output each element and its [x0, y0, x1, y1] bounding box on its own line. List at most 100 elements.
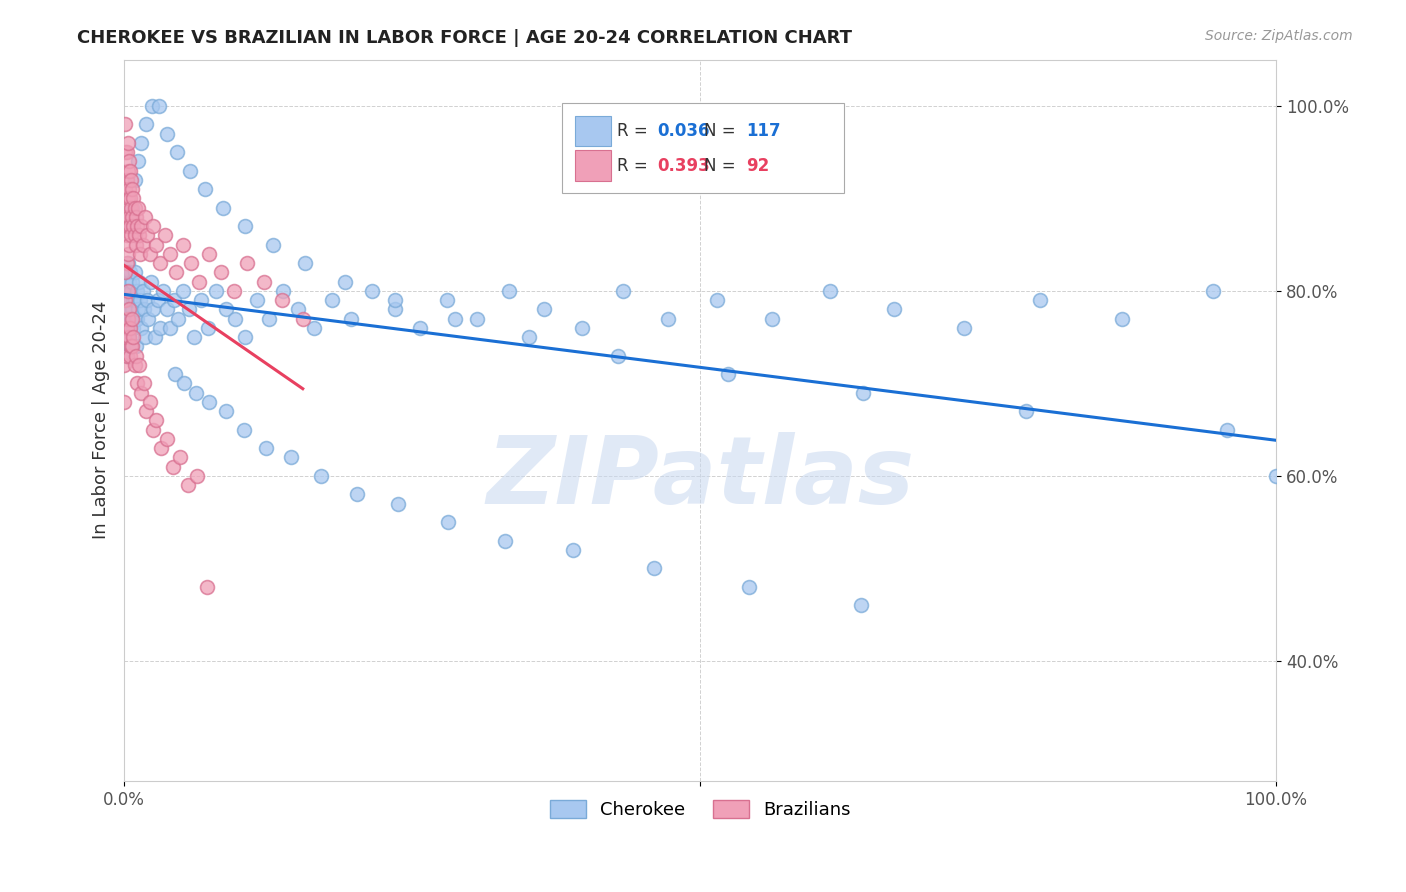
Point: [387, 497, 409, 511]
Point: [156, 302, 179, 317]
Point: [125, 219, 148, 233]
Point: [953, 321, 976, 335]
Point: [115, 256, 138, 270]
Point: [195, 580, 218, 594]
Point: [117, 191, 139, 205]
Point: [156, 127, 179, 141]
Point: [124, 228, 146, 243]
Point: [118, 219, 141, 233]
Point: [173, 376, 195, 391]
Point: [138, 311, 160, 326]
Point: [114, 284, 136, 298]
Point: [1265, 468, 1288, 483]
Point: [188, 275, 211, 289]
Point: [120, 201, 142, 215]
Point: [117, 284, 139, 298]
Text: R =: R =: [617, 157, 654, 175]
Point: [360, 284, 382, 298]
Point: [117, 284, 139, 298]
Point: [294, 256, 316, 270]
Point: [118, 293, 141, 307]
Point: [657, 311, 679, 326]
Point: [120, 284, 142, 298]
Point: [117, 330, 139, 344]
Point: [118, 330, 141, 344]
Point: [128, 358, 150, 372]
Point: [138, 394, 160, 409]
Point: [1111, 311, 1133, 326]
Point: [498, 284, 520, 298]
Point: [143, 330, 166, 344]
Point: [142, 423, 165, 437]
FancyBboxPatch shape: [575, 116, 612, 146]
Point: [120, 228, 142, 243]
Point: [214, 302, 236, 317]
Point: [127, 154, 149, 169]
Point: [131, 321, 153, 335]
Point: [287, 302, 309, 317]
Point: [125, 376, 148, 391]
Point: [122, 293, 145, 307]
Point: [121, 302, 143, 317]
Point: [117, 256, 139, 270]
Point: [124, 173, 146, 187]
Point: [118, 321, 141, 335]
Point: [142, 219, 165, 233]
Point: [252, 275, 274, 289]
Point: [112, 330, 135, 344]
Point: [117, 136, 139, 150]
Point: [131, 237, 153, 252]
Point: [115, 293, 138, 307]
Point: [125, 311, 148, 326]
Point: [166, 145, 188, 160]
Point: [125, 284, 148, 298]
Point: [321, 293, 343, 307]
Point: [271, 293, 294, 307]
Point: [117, 247, 139, 261]
Point: [233, 219, 256, 233]
Point: [118, 349, 141, 363]
Point: [443, 311, 465, 326]
Point: [121, 275, 143, 289]
Point: [246, 293, 269, 307]
Point: [851, 599, 873, 613]
Point: [115, 321, 138, 335]
Point: [128, 228, 150, 243]
Point: [141, 99, 163, 113]
Point: [212, 201, 235, 215]
Point: [121, 182, 143, 196]
Point: [115, 349, 138, 363]
Text: ZIPatlas: ZIPatlas: [486, 432, 914, 524]
Point: [136, 293, 159, 307]
Point: [163, 293, 186, 307]
Point: [117, 311, 139, 326]
Point: [222, 284, 245, 298]
Point: [114, 145, 136, 160]
Point: [1202, 284, 1225, 298]
Point: [254, 441, 277, 455]
Point: [118, 191, 141, 205]
Point: [127, 201, 149, 215]
Point: [124, 201, 146, 215]
Point: [384, 293, 406, 307]
Point: [180, 256, 202, 270]
Point: [122, 191, 145, 205]
Point: [125, 237, 148, 252]
Point: [271, 284, 294, 298]
Point: [131, 219, 153, 233]
Point: [129, 293, 152, 307]
Point: [118, 219, 141, 233]
Point: [124, 265, 146, 279]
Point: [335, 275, 357, 289]
Point: [134, 330, 156, 344]
Point: [124, 358, 146, 372]
Point: [495, 533, 517, 548]
Point: [162, 459, 184, 474]
Point: [152, 284, 174, 298]
Point: [1029, 293, 1052, 307]
Point: [149, 321, 172, 335]
Point: [112, 358, 135, 372]
Point: [340, 311, 363, 326]
Point: [150, 441, 173, 455]
Point: [118, 311, 141, 326]
